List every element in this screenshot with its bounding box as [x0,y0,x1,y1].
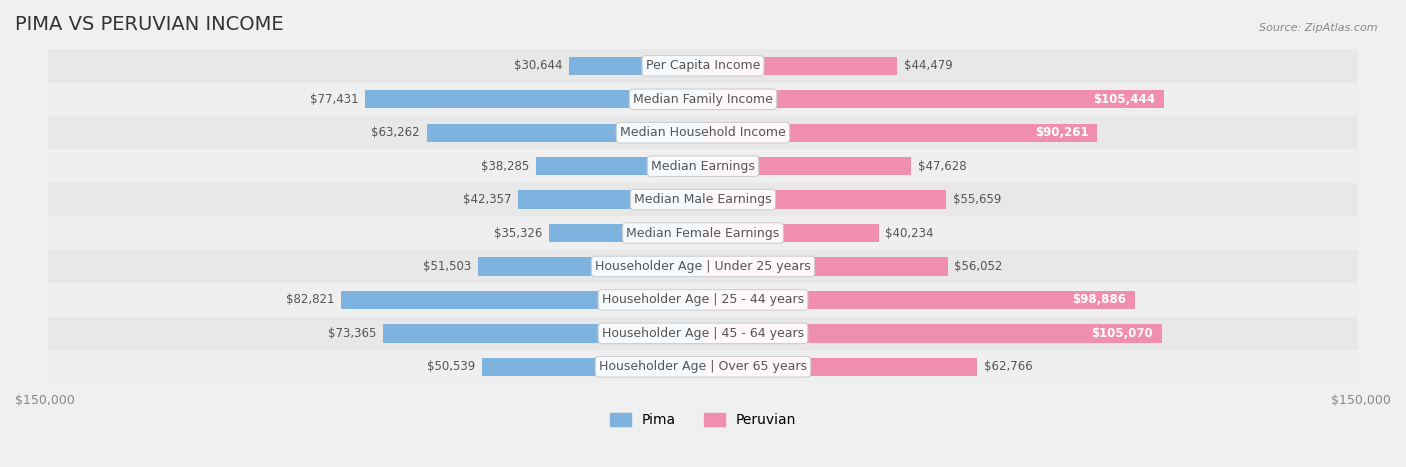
Text: PIMA VS PERUVIAN INCOME: PIMA VS PERUVIAN INCOME [15,15,284,34]
Text: $50,539: $50,539 [427,360,475,373]
Text: $55,659: $55,659 [953,193,1001,206]
Bar [382,324,703,342]
Text: $105,070: $105,070 [1091,327,1153,340]
Text: Median Male Earnings: Median Male Earnings [634,193,772,206]
Text: $77,431: $77,431 [309,93,359,106]
Text: $150,000: $150,000 [15,394,75,406]
Bar [478,257,703,276]
Text: $105,444: $105,444 [1092,93,1154,106]
Text: $35,326: $35,326 [494,226,543,240]
Bar [703,324,1161,342]
Text: $51,503: $51,503 [423,260,471,273]
Bar [703,290,1135,309]
Text: Median Family Income: Median Family Income [633,93,773,106]
Text: Per Capita Income: Per Capita Income [645,59,761,72]
Bar [48,116,1358,149]
Bar [703,57,897,75]
Bar [48,216,1358,250]
Bar [48,250,1358,283]
Text: $82,821: $82,821 [287,293,335,306]
Bar [342,290,703,309]
Text: Householder Age | Over 65 years: Householder Age | Over 65 years [599,360,807,373]
Bar [48,183,1358,216]
Text: Householder Age | 25 - 44 years: Householder Age | 25 - 44 years [602,293,804,306]
Bar [48,317,1358,350]
Text: $38,285: $38,285 [481,160,529,173]
Bar [426,123,703,142]
Text: $150,000: $150,000 [1331,394,1391,406]
Text: $47,628: $47,628 [918,160,966,173]
Bar [703,358,977,376]
Bar [569,57,703,75]
Bar [703,224,879,242]
Text: $63,262: $63,262 [371,126,420,139]
Text: $42,357: $42,357 [463,193,512,206]
Text: $40,234: $40,234 [886,226,934,240]
Bar [703,257,948,276]
Text: $62,766: $62,766 [984,360,1032,373]
Legend: Pima, Peruvian: Pima, Peruvian [605,408,801,432]
Text: Median Earnings: Median Earnings [651,160,755,173]
Text: $90,261: $90,261 [1035,126,1088,139]
Bar [703,123,1097,142]
Bar [48,83,1358,116]
Bar [703,90,1164,108]
Bar [536,157,703,175]
Text: Median Female Earnings: Median Female Earnings [627,226,779,240]
Text: Householder Age | Under 25 years: Householder Age | Under 25 years [595,260,811,273]
Bar [48,49,1358,83]
Bar [703,157,911,175]
Bar [703,191,946,209]
Text: $56,052: $56,052 [955,260,1002,273]
Bar [517,191,703,209]
Bar [48,283,1358,317]
Bar [482,358,703,376]
Text: Source: ZipAtlas.com: Source: ZipAtlas.com [1260,23,1378,33]
Bar [48,149,1358,183]
Text: $44,479: $44,479 [904,59,953,72]
Bar [48,350,1358,383]
Text: Median Household Income: Median Household Income [620,126,786,139]
Text: $98,886: $98,886 [1073,293,1126,306]
Bar [364,90,703,108]
Text: $30,644: $30,644 [515,59,562,72]
Text: Householder Age | 45 - 64 years: Householder Age | 45 - 64 years [602,327,804,340]
Bar [548,224,703,242]
Text: $73,365: $73,365 [328,327,375,340]
